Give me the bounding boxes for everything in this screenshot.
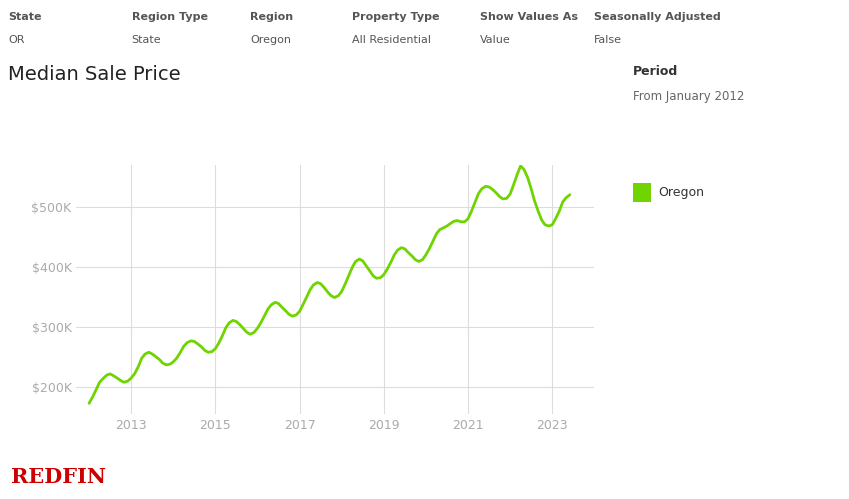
Text: Region Type: Region Type xyxy=(132,12,208,22)
Text: From January 2012: From January 2012 xyxy=(633,90,744,103)
Text: False: False xyxy=(594,35,622,45)
Text: Seasonally Adjusted: Seasonally Adjusted xyxy=(594,12,721,22)
Text: Oregon: Oregon xyxy=(250,35,291,45)
Text: Property Type: Property Type xyxy=(352,12,440,22)
Text: State: State xyxy=(132,35,161,45)
Text: OR: OR xyxy=(8,35,25,45)
Text: Period: Period xyxy=(633,65,678,78)
Text: REDFIN: REDFIN xyxy=(11,467,106,487)
Text: Show Values As: Show Values As xyxy=(480,12,577,22)
Text: State: State xyxy=(8,12,42,22)
Text: Median Sale Price: Median Sale Price xyxy=(8,65,181,84)
Text: Oregon: Oregon xyxy=(658,186,704,199)
Text: Region: Region xyxy=(250,12,294,22)
Text: Value: Value xyxy=(480,35,510,45)
Text: All Residential: All Residential xyxy=(352,35,431,45)
